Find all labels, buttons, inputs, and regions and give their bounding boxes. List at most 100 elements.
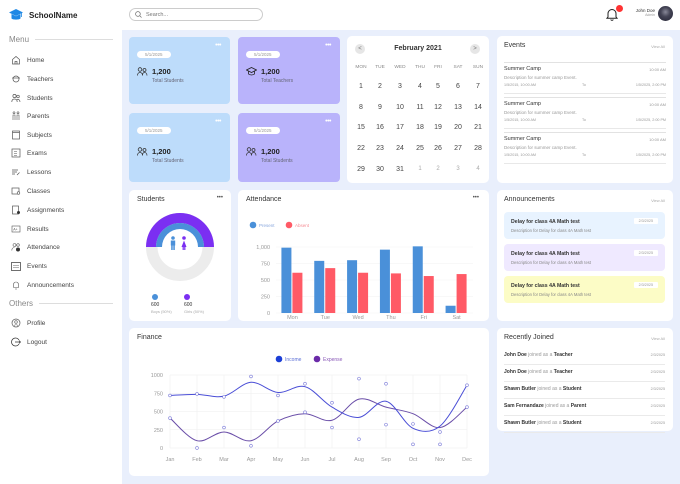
stat-date: 5/1/2025 [246, 51, 280, 58]
sidebar-item-exams[interactable]: Exams [11, 148, 47, 158]
calendar-day[interactable]: 12 [434, 103, 442, 111]
event-item[interactable]: Summer Camp 10:00 AM Description for summe… [504, 132, 666, 164]
sidebar-item-results[interactable]: A+ Results [11, 224, 49, 234]
sidebar-item-profile[interactable]: Profile [11, 318, 45, 328]
more-options-button[interactable]: ••• [215, 42, 221, 49]
bell-icon[interactable] [606, 7, 618, 21]
svg-text:Nov: Nov [435, 457, 445, 463]
calendar-day[interactable]: 7 [476, 83, 480, 90]
more-options-button[interactable]: ••• [325, 42, 331, 49]
svg-text:Thu: Thu [386, 315, 395, 321]
announcement-desc: Description for Delay for class 4A Math … [511, 292, 592, 297]
sidebar-item-classes[interactable]: Classes [11, 186, 50, 196]
svg-text:Jun: Jun [301, 457, 310, 463]
sidebar-item-assignments[interactable]: Assignments [11, 205, 64, 215]
recently-joined-item[interactable]: Sam Fernandaze joined as a Parent 2/3/202… [504, 399, 665, 416]
sidebar-item-lessons[interactable]: Lessons [11, 167, 51, 177]
recently-joined-view-all-link[interactable]: View All [651, 336, 665, 341]
calendar-day[interactable]: 8 [359, 103, 363, 111]
attendance-bar [445, 305, 456, 313]
calendar-day[interactable]: 17 [396, 124, 404, 132]
user-info[interactable]: John Doe Admin [629, 8, 655, 17]
data-point [411, 422, 415, 426]
nav-label: Subjects [27, 131, 52, 139]
calendar-day[interactable]: 5 [436, 83, 440, 90]
calendar-day[interactable]: 1 [359, 83, 363, 90]
calendar-day[interactable]: 3 [398, 83, 402, 90]
calendar-day[interactable]: 30 [376, 165, 384, 173]
calendar-prev-button[interactable]: < [355, 44, 365, 54]
calendar-day[interactable]: 26 [434, 145, 442, 153]
search-box[interactable] [129, 8, 263, 21]
calendar-day[interactable]: 21 [474, 124, 482, 132]
more-options-button[interactable]: ••• [325, 118, 331, 125]
sidebar-item-home[interactable]: Home [11, 55, 44, 65]
calendar-day[interactable]: 2 [378, 83, 382, 90]
calendar-day[interactable]: 2 [436, 165, 440, 172]
announcement-desc: Description for Delay for class 4A Math … [511, 260, 592, 265]
search-input[interactable] [146, 11, 256, 18]
sidebar-item-attendance[interactable]: Attendance [11, 242, 60, 252]
calendar-day[interactable]: 6 [456, 83, 460, 90]
calendar-day[interactable]: 16 [376, 124, 384, 132]
recently-joined-item[interactable]: Shawn Butler joined as a Student 2/3/2025 [504, 382, 665, 399]
sidebar-item-logout[interactable]: Logout [11, 337, 47, 347]
announcement-item[interactable]: Delay for class 4A Math test Description … [504, 212, 665, 239]
calendar-day[interactable]: 4 [476, 165, 480, 172]
calendar-day[interactable]: 18 [416, 124, 424, 132]
more-options-button[interactable]: ••• [215, 118, 221, 125]
announcement-item[interactable]: Delay for class 4A Math test Description … [504, 276, 665, 303]
calendar-day[interactable]: 23 [376, 145, 384, 153]
sidebar-item-students[interactable]: Students [11, 93, 53, 103]
profile-icon [11, 318, 21, 328]
joined-date: 2/3/2025 [650, 370, 665, 374]
event-start: 1/5/2015, 10:00 AM [504, 83, 536, 87]
parents-icon [12, 111, 20, 120]
sidebar-item-subjects[interactable]: Subjects [11, 130, 52, 140]
recently-joined-item[interactable]: Shawn Butler joined as a Student 2/3/2025 [504, 416, 665, 433]
more-options-button[interactable]: ••• [472, 195, 479, 201]
calendar-day[interactable]: 27 [454, 145, 462, 153]
announcement-item[interactable]: Delay for class 4A Math test Description … [504, 244, 665, 271]
event-item[interactable]: Summer Camp 10:00 AM Description for summe… [504, 97, 666, 129]
logo[interactable]: SchoolName [9, 9, 77, 21]
calendar-day[interactable]: 14 [474, 103, 482, 111]
calendar-day[interactable]: 10 [396, 103, 404, 111]
sidebar-item-teachers[interactable]: Teachers [11, 74, 53, 84]
calendar-card: < February 2021 > MON TUE WED THU FRI SAT SUN 1… [347, 36, 489, 183]
sidebar-item-events[interactable]: Events [11, 261, 47, 271]
announcement-date: 2/3/2025 [633, 218, 658, 224]
recently-joined-item[interactable]: John Doe joined as a Teacher 2/3/2025 [504, 365, 665, 382]
calendar-day[interactable]: 13 [454, 103, 462, 111]
calendar-day[interactable]: 3 [456, 165, 460, 172]
calendar-next-button[interactable]: > [470, 44, 480, 54]
calendar-day[interactable]: 4 [418, 83, 422, 90]
data-point [276, 393, 280, 398]
data-point [357, 437, 361, 441]
sidebar-item-parents[interactable]: Parents [11, 111, 49, 121]
calendar-month: February 2021 [394, 45, 442, 52]
calendar-day[interactable]: 15 [357, 124, 365, 132]
calendar-day[interactable]: 29 [357, 165, 365, 173]
attendance-bar [412, 246, 423, 313]
calendar-day[interactable]: 25 [416, 145, 424, 153]
calendar-day[interactable]: 31 [396, 165, 404, 173]
data-point [222, 425, 226, 430]
stat-label: Total Students [152, 78, 184, 84]
calendar-day[interactable]: 1 [418, 165, 422, 172]
event-start: 1/5/2015, 10:00 AM [504, 118, 536, 122]
more-options-button[interactable]: ••• [216, 195, 223, 201]
announcements-view-all-link[interactable]: View All [651, 198, 665, 203]
events-view-all-link[interactable]: View All [651, 44, 665, 49]
calendar-day[interactable]: 9 [378, 103, 382, 111]
event-item[interactable]: Summer Camp 10:00 AM Description for summe… [504, 62, 666, 94]
calendar-day[interactable]: 22 [357, 145, 365, 153]
calendar-day[interactable]: 19 [434, 124, 442, 132]
calendar-day[interactable]: 11 [416, 103, 424, 111]
sidebar-item-announcements[interactable]: Announcements [11, 280, 74, 290]
recently-joined-item[interactable]: John Doe joined as a Teacher 2/3/2025 [504, 348, 665, 365]
calendar-day[interactable]: 28 [474, 145, 482, 153]
calendar-day[interactable]: 20 [454, 124, 462, 132]
calendar-day[interactable]: 24 [396, 145, 404, 153]
avatar[interactable] [658, 6, 673, 21]
